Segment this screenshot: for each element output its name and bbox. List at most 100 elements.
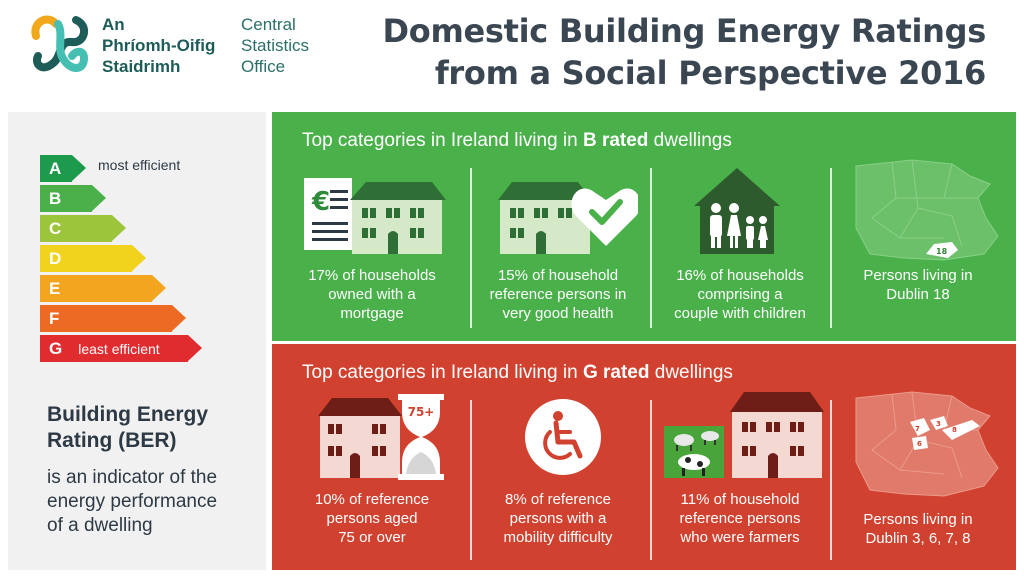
ber-letter: A	[49, 159, 62, 178]
title-text: dwellings	[649, 362, 733, 383]
ber-heading-line: Rating (BER)	[47, 429, 177, 452]
g-caption-farmers: 11% of household reference persons who w…	[650, 490, 830, 547]
ber-top-label: most efficient	[98, 157, 181, 173]
page-title: Domestic Building Energy Ratings from a …	[383, 10, 987, 94]
b-section-title: Top categories in Ireland living in B ra…	[302, 130, 732, 152]
b-rated-section: Top categories in Ireland living in B ra…	[272, 112, 1016, 341]
ber-arrow-tip	[132, 245, 146, 271]
ber-arrow-tip	[92, 185, 106, 211]
g-caption-age: 10% of reference persons aged 75 or over	[282, 490, 462, 547]
ber-letter: G	[49, 339, 63, 358]
logo-text-irish: An Phríomh-Oifig Staidrimh	[102, 14, 215, 77]
caption-line: comprising a	[697, 286, 783, 303]
ber-arrow-tip	[172, 305, 186, 331]
b-caption-family: 16% of households comprising a couple wi…	[650, 266, 830, 323]
ber-letter: B	[49, 189, 62, 208]
farm-house-icon	[664, 392, 824, 478]
title-text: Top categories in Ireland living in	[302, 362, 583, 383]
caption-line: mobility difficulty	[503, 529, 613, 546]
b-caption-dublin: Persons living in Dublin 18	[828, 266, 1008, 304]
caption-line: 11% of household	[680, 491, 800, 508]
g-rated-section: Top categories in Ireland living in G ra…	[272, 344, 1016, 570]
b-caption-health: 15% of household reference persons in ve…	[468, 266, 648, 323]
ber-description: is an indicator of the energy performanc…	[47, 466, 262, 538]
ber-letter: C	[49, 219, 62, 238]
title-text: Top categories in Ireland living in	[302, 130, 583, 151]
caption-line: 17% of households	[308, 267, 436, 284]
caption-line: Dublin 18	[886, 286, 950, 303]
ber-bar-c: C	[40, 215, 126, 242]
title-bold: G rated	[582, 362, 650, 383]
mortgage-house-icon: €	[304, 178, 446, 254]
caption-line: Dublin 3, 6, 7, 8	[865, 530, 971, 547]
ber-bar-a: A	[40, 155, 86, 182]
ber-letter: D	[49, 249, 62, 268]
title-text: dwellings	[648, 130, 732, 151]
caption-line: couple with children	[674, 305, 806, 322]
age-badge: 75+	[408, 405, 435, 419]
logo-english-line: Statistics	[241, 36, 310, 55]
ber-bar-b: B	[40, 185, 106, 212]
title-line-2: from a Social Perspective 2016	[434, 54, 986, 92]
caption-line: Persons living in	[863, 267, 973, 284]
map-district-label: 8	[952, 426, 957, 434]
divider	[650, 400, 652, 560]
ber-bottom-label: least efficient	[78, 341, 160, 357]
ber-description-line: is an indicator of the	[47, 467, 218, 488]
caption-line: 8% of reference	[505, 491, 611, 508]
ber-letter: E	[49, 279, 61, 298]
divider	[650, 168, 652, 328]
caption-line: 16% of households	[676, 267, 804, 284]
caption-line: 15% of household	[497, 267, 619, 284]
g-caption-mobility: 8% of reference persons with a mobility …	[468, 490, 648, 547]
caption-line: 10% of reference	[314, 491, 430, 508]
caption-line: who were farmers	[680, 529, 800, 546]
ber-heading: Building Energy Rating (BER)	[47, 402, 208, 454]
logo-irish-line: Staidrimh	[102, 57, 181, 76]
ber-heading-line: Building Energy	[47, 403, 209, 426]
ber-letter: F	[49, 309, 60, 328]
g-caption-dublin: Persons living in Dublin 3, 6, 7, 8	[828, 510, 1008, 548]
map-district-label: 6	[917, 440, 922, 448]
header: An Phríomh-Oifig Staidrimh Central Stati…	[0, 0, 1024, 108]
caption-line: mortgage	[340, 305, 404, 322]
map-district-label: 7	[915, 425, 920, 433]
ber-bar-d: D	[40, 245, 146, 272]
divider	[470, 400, 472, 560]
ber-arrow-tip	[112, 215, 126, 241]
ber-bar-f: F	[40, 305, 186, 332]
svg-text:€: €	[311, 187, 330, 217]
b-caption-mortgage: 17% of households owned with a mortgage	[282, 266, 462, 323]
map-district-label: 18	[936, 247, 948, 256]
g-section-title: Top categories in Ireland living in G ra…	[302, 362, 733, 384]
hourglass-house-icon: 75+	[318, 394, 444, 480]
dublin-map-icon: 18	[855, 159, 999, 261]
caption-line: reference persons	[679, 510, 801, 527]
divider	[830, 168, 832, 328]
family-house-icon	[694, 168, 780, 254]
divider	[830, 400, 832, 560]
logo-irish-line: An	[102, 15, 125, 34]
caption-line: persons aged	[326, 510, 418, 527]
dublin-map-icon: 7 3 6 8	[855, 391, 999, 497]
caption-line: very good health	[502, 305, 614, 322]
wheelchair-icon	[525, 399, 601, 475]
caption-line: owned with a	[328, 286, 416, 303]
caption-line: 75 or over	[338, 529, 406, 546]
ber-bar-e: E	[40, 275, 166, 302]
health-house-icon	[498, 182, 638, 254]
map-district-label: 3	[936, 420, 941, 428]
logo-text-english: Central Statistics Office	[241, 14, 309, 77]
logo-english-line: Office	[241, 57, 286, 76]
title-line-1: Domestic Building Energy Ratings	[382, 12, 987, 50]
logo-irish-line: Phríomh-Oifig	[102, 36, 216, 55]
cso-logo-icon	[31, 15, 89, 72]
caption-line: Persons living in	[863, 511, 973, 528]
caption-line: reference persons in	[489, 286, 627, 303]
ber-arrow-tip	[152, 275, 166, 301]
ber-arrow-tip	[188, 335, 202, 361]
logo-english-line: Central	[241, 15, 296, 34]
divider	[470, 168, 472, 328]
